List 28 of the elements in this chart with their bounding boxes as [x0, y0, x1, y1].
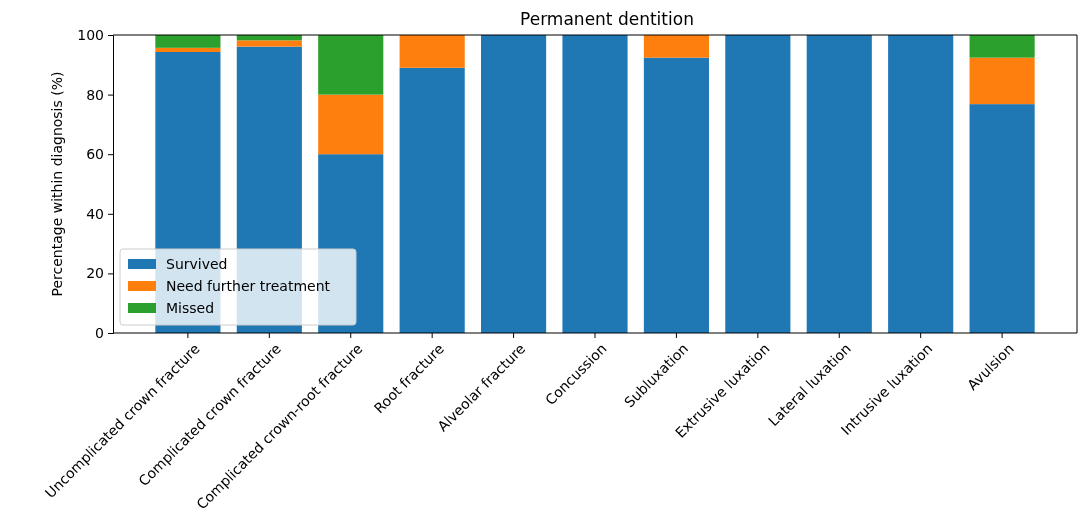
- y-tick-label: 0: [95, 324, 104, 341]
- legend-label: Need further treatment: [166, 278, 331, 294]
- bar: [969, 104, 1035, 333]
- y-tick-label: 80: [86, 86, 104, 103]
- bar: [236, 40, 302, 47]
- y-tick-label: 40: [86, 205, 104, 222]
- bar: [481, 35, 547, 333]
- bar: [318, 35, 384, 95]
- bar: [155, 35, 221, 48]
- bar: [399, 35, 465, 68]
- y-tick-label: 60: [86, 146, 104, 163]
- y-tick-label: 100: [77, 26, 104, 43]
- bar: [725, 35, 791, 333]
- bar: [155, 47, 221, 52]
- chart-title: Permanent dentition: [520, 9, 694, 29]
- legend-label: Missed: [166, 300, 215, 316]
- bar: [643, 35, 709, 58]
- bar: [969, 35, 1035, 58]
- y-axis-title: Percentage within diagnosis (%): [49, 71, 65, 297]
- bar: [562, 35, 628, 333]
- bar: [318, 94, 384, 155]
- bar: [643, 57, 709, 333]
- bar: [888, 35, 954, 333]
- bar: [969, 57, 1035, 105]
- y-tick-label: 20: [86, 265, 104, 282]
- bar: [399, 67, 465, 333]
- legend-label: Survived: [166, 256, 228, 272]
- bar: [806, 35, 872, 333]
